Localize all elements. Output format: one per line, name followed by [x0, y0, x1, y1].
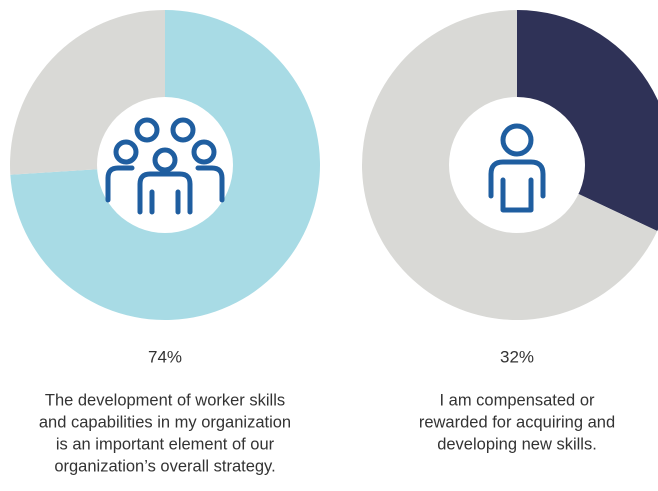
value-label: 32% [500, 347, 534, 366]
caption-line: and capabilities in my organization [39, 413, 291, 431]
donut-hole [449, 97, 585, 233]
donut-hole [97, 97, 233, 233]
caption-line: I am compensated or [440, 391, 595, 409]
slices [9, 10, 658, 320]
person-icon [488, 123, 546, 213]
group-icon [105, 117, 225, 215]
value-label: 74% [148, 347, 182, 366]
caption-line: organization’s overall strategy. [54, 457, 275, 475]
donut-slice [361, 10, 658, 320]
caption-line: developing new skills. [437, 435, 597, 453]
caption-line: is an important element of our [56, 435, 275, 453]
donut-slice [517, 10, 658, 231]
caption-line: The development of worker skills [45, 391, 285, 409]
caption-line: rewarded for acquiring and [419, 413, 615, 431]
donut-slice [10, 10, 320, 320]
donut-slice [9, 10, 165, 175]
